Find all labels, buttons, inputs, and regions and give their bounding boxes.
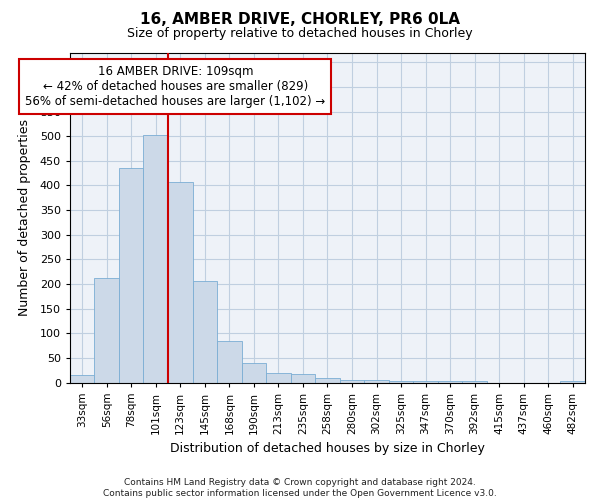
Bar bbox=[119, 168, 143, 382]
Bar bbox=[560, 380, 585, 382]
X-axis label: Distribution of detached houses by size in Chorley: Distribution of detached houses by size … bbox=[170, 442, 485, 455]
Bar bbox=[70, 375, 94, 382]
Bar bbox=[463, 380, 487, 382]
Bar bbox=[340, 380, 364, 382]
Bar bbox=[290, 374, 315, 382]
Text: 16 AMBER DRIVE: 109sqm
← 42% of detached houses are smaller (829)
56% of semi-de: 16 AMBER DRIVE: 109sqm ← 42% of detached… bbox=[25, 65, 326, 108]
Text: Contains HM Land Registry data © Crown copyright and database right 2024.
Contai: Contains HM Land Registry data © Crown c… bbox=[103, 478, 497, 498]
Bar bbox=[266, 372, 290, 382]
Bar bbox=[389, 380, 413, 382]
Bar bbox=[315, 378, 340, 382]
Bar bbox=[168, 182, 193, 382]
Y-axis label: Number of detached properties: Number of detached properties bbox=[19, 119, 31, 316]
Bar bbox=[143, 135, 168, 382]
Bar bbox=[217, 340, 242, 382]
Bar bbox=[364, 380, 389, 382]
Text: Size of property relative to detached houses in Chorley: Size of property relative to detached ho… bbox=[127, 28, 473, 40]
Bar bbox=[94, 278, 119, 382]
Text: 16, AMBER DRIVE, CHORLEY, PR6 0LA: 16, AMBER DRIVE, CHORLEY, PR6 0LA bbox=[140, 12, 460, 28]
Bar bbox=[413, 380, 438, 382]
Bar bbox=[242, 363, 266, 382]
Bar bbox=[438, 380, 463, 382]
Bar bbox=[193, 280, 217, 382]
